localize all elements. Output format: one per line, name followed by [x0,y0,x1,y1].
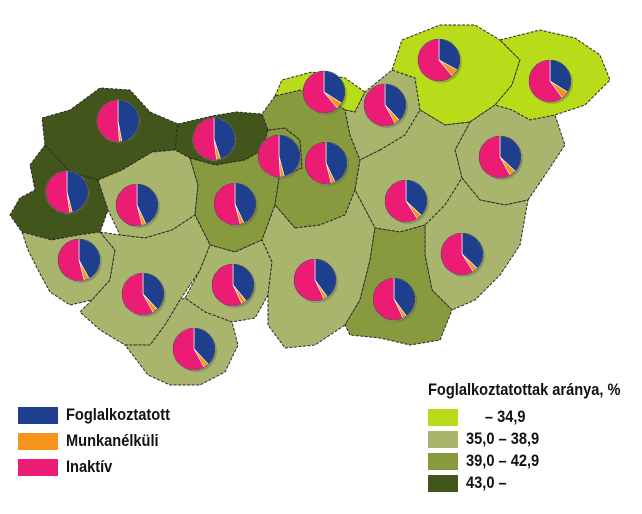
pie-outline [257,134,301,178]
legend-item-employed: Foglalkoztatott [18,402,187,428]
legend-label-inactive: Inaktív [66,457,113,476]
pie-outline [57,238,101,282]
pie-fejer [213,182,258,227]
class-label-0: – 34,9 [484,407,526,426]
class-item-3: 43,0 – [428,472,642,494]
pie-budapest [257,134,302,179]
pie-outline [115,183,159,227]
pie-heves [363,83,408,128]
pie-borsod [417,38,462,83]
class-swatch-3 [428,474,458,492]
county-map-svg [9,24,611,386]
legend-label-employed: Foglalkoztatott [66,405,170,424]
class-label-2: 39,0 – 42,9 [466,451,540,470]
pie-komarom [192,117,237,162]
pie-legend: Foglalkoztatott Munkanélküli Inaktív [18,402,187,480]
class-swatch-1 [428,430,458,448]
pie-outline [372,277,416,321]
pie-outline [478,135,522,179]
pie-pest [304,141,349,186]
class-item-1: 35,0 – 38,9 [428,428,642,450]
class-item-2: 39,0 – 42,9 [428,450,642,472]
pie-outline [192,117,236,161]
pie-zala [57,238,102,283]
class-label-3: 43,0 – [466,473,507,492]
pie-jasz [384,179,429,224]
class-item-0: – 34,9 [428,406,642,428]
pie-outline [384,179,428,223]
legend-item-unemployed: Munkanélküli [18,428,187,454]
pie-csongrad [372,277,417,322]
pie-outline [528,59,572,103]
unemployed-swatch [18,432,58,450]
pie-outline [302,70,346,114]
pie-bacs [293,258,338,303]
pie-outline [96,99,140,143]
pie-outline [440,232,484,276]
employed-swatch [18,406,58,424]
pie-outline [45,170,89,214]
class-label-1: 35,0 – 38,9 [466,429,540,448]
class-legend: Foglalkoztatottak aránya, % – 34,9 35,0 … [428,380,642,494]
inactive-swatch [18,458,58,476]
class-swatch-0 [428,408,458,426]
pie-outline [211,263,255,307]
pie-outline [172,327,216,371]
pie-gyor [96,99,141,144]
pie-hajdu [478,135,523,180]
pie-outline [304,141,348,185]
pie-bekes [440,232,485,277]
pie-outline [363,83,407,127]
pie-somogy [121,272,166,317]
pie-veszprem [115,183,160,228]
pie-outline [417,38,461,82]
pie-outline [121,272,165,316]
pie-nograd [302,70,347,115]
pie-baranya [172,327,217,372]
pie-vas [45,170,90,215]
class-swatch-2 [428,452,458,470]
class-legend-title: Foglalkoztatottak aránya, % [428,380,621,399]
legend-item-inactive: Inaktív [18,454,187,480]
pie-tolna [211,263,256,308]
pie-outline [213,182,257,226]
pie-outline [293,258,337,302]
legend-label-unemployed: Munkanélküli [66,431,159,450]
pie-szabolcs [528,59,573,104]
